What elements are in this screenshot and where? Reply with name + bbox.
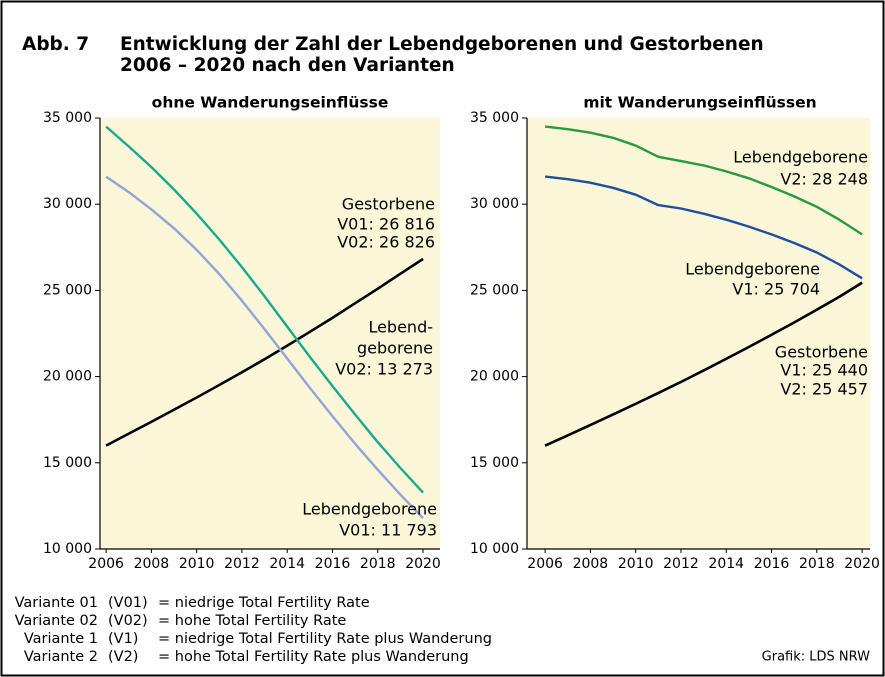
x-tick-label: 2006	[88, 556, 124, 572]
y-tick-label: 10 000	[470, 541, 519, 557]
x-tick-label: 2012	[224, 556, 260, 572]
annotation: geborene	[357, 339, 433, 358]
annotation: V02: 26 826	[337, 233, 435, 252]
title-line: Entwicklung der Zahl der Lebendgeborenen…	[120, 34, 764, 55]
x-tick-label: 2016	[754, 556, 790, 572]
x-tick-label: 2020	[405, 556, 441, 572]
note-text: = niedrige Total Fertility Rate	[158, 595, 370, 611]
annotation: Lebendgeborene	[302, 500, 437, 519]
note-text: = niedrige Total Fertility Rate plus Wan…	[158, 631, 492, 647]
y-tick-label: 15 000	[43, 455, 92, 471]
x-tick-label: 2008	[134, 556, 170, 572]
y-tick-label: 20 000	[43, 369, 92, 385]
note-text: = hohe Total Fertility Rate plus Wanderu…	[158, 649, 469, 665]
note-variant: Variante 01	[15, 595, 98, 611]
note-variant: Variante 2	[24, 649, 98, 665]
panel-subtitle: ohne Wanderungseinflüsse	[152, 94, 389, 112]
annotation: V2: 25 457	[780, 380, 868, 399]
x-tick-label: 2012	[663, 556, 699, 572]
y-tick-label: 25 000	[470, 282, 519, 298]
plot-area	[527, 118, 870, 549]
x-tick-label: 2006	[527, 556, 563, 572]
note-text: = hohe Total Fertility Rate	[158, 613, 346, 629]
source: Grafik: LDS NRW	[762, 650, 870, 665]
x-tick-label: 2010	[179, 556, 215, 572]
series-line	[105, 257, 424, 447]
x-tick-label: 2016	[315, 556, 351, 572]
annotation: V2: 28 248	[780, 170, 868, 189]
x-tick-label: 2020	[844, 556, 880, 572]
annotation: V01: 26 816	[337, 215, 435, 234]
annotation: V02: 13 273	[335, 360, 433, 379]
note-code: (V02)	[108, 613, 148, 629]
note-variant: Variante 1	[24, 631, 98, 647]
annotation: V01: 11 793	[339, 521, 437, 540]
y-tick-label: 35 000	[470, 110, 519, 126]
y-tick-label: 15 000	[470, 455, 519, 471]
y-tick-label: 25 000	[43, 282, 92, 298]
series-line	[105, 125, 424, 494]
x-tick-label: 2018	[799, 556, 835, 572]
annotation: V1: 25 704	[732, 280, 820, 299]
title-line: 2006 – 2020 nach den Varianten	[120, 55, 455, 76]
y-tick-label: 35 000	[43, 110, 92, 126]
series-line	[105, 175, 424, 519]
series-line	[544, 281, 863, 447]
annotation: Gestorbene	[775, 343, 868, 362]
figure-label: Abb. 7	[22, 34, 89, 55]
x-tick-label: 2008	[573, 556, 609, 572]
annotation: Lebendgeborene	[685, 260, 820, 279]
note-code: (V01)	[108, 595, 148, 611]
annotation: Lebendgeborene	[733, 148, 868, 167]
x-tick-label: 2010	[618, 556, 654, 572]
note-variant: Variante 02	[15, 613, 98, 629]
annotation: Lebend-	[368, 318, 433, 337]
x-tick-label: 2018	[360, 556, 396, 572]
x-tick-label: 2014	[708, 556, 744, 572]
y-tick-label: 10 000	[43, 541, 92, 557]
panel-subtitle: mit Wanderungseinflüssen	[583, 94, 816, 112]
x-tick-label: 2014	[269, 556, 305, 572]
annotation: V1: 25 440	[780, 361, 868, 380]
note-code: (V1)	[108, 631, 138, 647]
series-line	[544, 175, 863, 280]
y-tick-label: 30 000	[43, 196, 92, 212]
note-code: (V2)	[108, 649, 138, 665]
annotation: Gestorbene	[342, 195, 435, 214]
series-line	[544, 125, 863, 236]
y-tick-label: 30 000	[470, 196, 519, 212]
y-tick-label: 20 000	[470, 369, 519, 385]
